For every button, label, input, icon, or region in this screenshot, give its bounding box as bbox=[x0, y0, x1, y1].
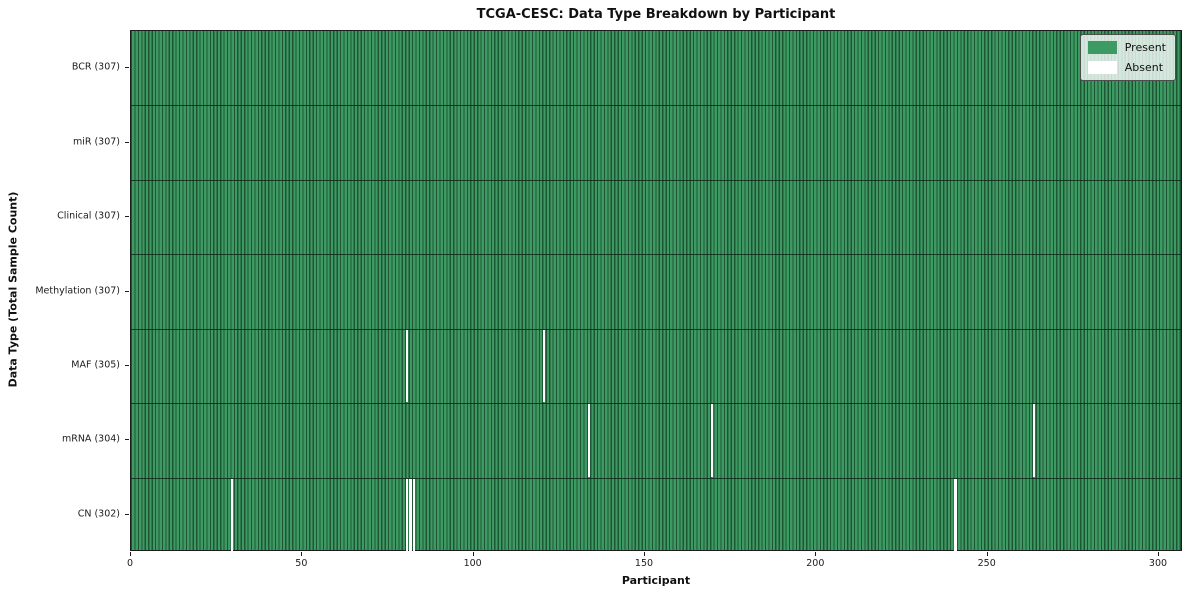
y-tick bbox=[125, 67, 129, 68]
y-tick bbox=[125, 439, 129, 440]
y-tick bbox=[125, 216, 129, 217]
x-tick bbox=[473, 552, 474, 556]
x-tick bbox=[301, 552, 302, 556]
x-tick bbox=[130, 552, 131, 556]
row-separator bbox=[131, 179, 1181, 181]
x-tick bbox=[1158, 552, 1159, 556]
legend-label-present: Present bbox=[1124, 41, 1166, 54]
x-tick-label-50: 50 bbox=[295, 558, 308, 569]
y-tick-label-bcr: BCR (307) bbox=[71, 61, 120, 73]
y-tick-label-cn: CN (302) bbox=[77, 508, 120, 520]
legend-item-present: Present bbox=[1087, 41, 1166, 54]
legend: Present Absent bbox=[1079, 34, 1176, 81]
x-tick-label-200: 200 bbox=[806, 558, 825, 569]
absent-swatch bbox=[1087, 61, 1117, 74]
chart-title: TCGA-CESC: Data Type Breakdown by Partic… bbox=[476, 7, 836, 22]
absent-bar-mrna-133 bbox=[587, 404, 590, 477]
absent-bar-cn-81 bbox=[409, 478, 412, 551]
y-tick bbox=[125, 142, 129, 143]
present-swatch bbox=[1087, 41, 1117, 54]
x-tick bbox=[987, 552, 988, 556]
absent-bar-cn-82 bbox=[412, 478, 416, 551]
y-tick-label-methylation: Methylation (307) bbox=[35, 285, 120, 296]
row-separator bbox=[131, 254, 1181, 256]
row-separator bbox=[131, 105, 1181, 107]
y-tick bbox=[125, 291, 129, 292]
absent-bar-mrna-169 bbox=[711, 404, 714, 477]
y-tick-label-clinical: Clinical (307) bbox=[57, 210, 120, 222]
row-separator bbox=[131, 328, 1181, 330]
row-separator bbox=[131, 403, 1181, 405]
absent-bar-cn-240 bbox=[954, 478, 957, 551]
legend-item-absent: Absent bbox=[1087, 61, 1166, 74]
y-tick-label-mrna: mRNA (304) bbox=[61, 433, 120, 445]
y-tick bbox=[125, 514, 129, 515]
y-tick bbox=[125, 365, 129, 366]
x-tick bbox=[815, 552, 816, 556]
x-tick-label-250: 250 bbox=[977, 558, 996, 569]
row-separator bbox=[131, 477, 1181, 479]
x-tick-label-100: 100 bbox=[463, 558, 482, 569]
absent-bar-cn-29 bbox=[231, 478, 234, 551]
absent-bar-maf-80 bbox=[406, 329, 409, 403]
x-tick-label-300: 300 bbox=[1148, 558, 1168, 569]
y-tick-label-mir: miR (307) bbox=[72, 136, 120, 148]
legend-label-absent: Absent bbox=[1124, 61, 1164, 74]
x-tick bbox=[644, 552, 645, 556]
absent-bar-mrna-263 bbox=[1033, 404, 1036, 477]
y-tick-label-maf: MAF (305) bbox=[71, 359, 120, 371]
x-axis-label: Participant bbox=[621, 574, 691, 587]
absent-bar-cn-80 bbox=[406, 478, 409, 551]
plot-area bbox=[130, 30, 1182, 551]
absent-bar-maf-120 bbox=[543, 329, 546, 403]
x-tick-label-0: 0 bbox=[126, 558, 134, 569]
x-tick-label-150: 150 bbox=[634, 558, 654, 569]
